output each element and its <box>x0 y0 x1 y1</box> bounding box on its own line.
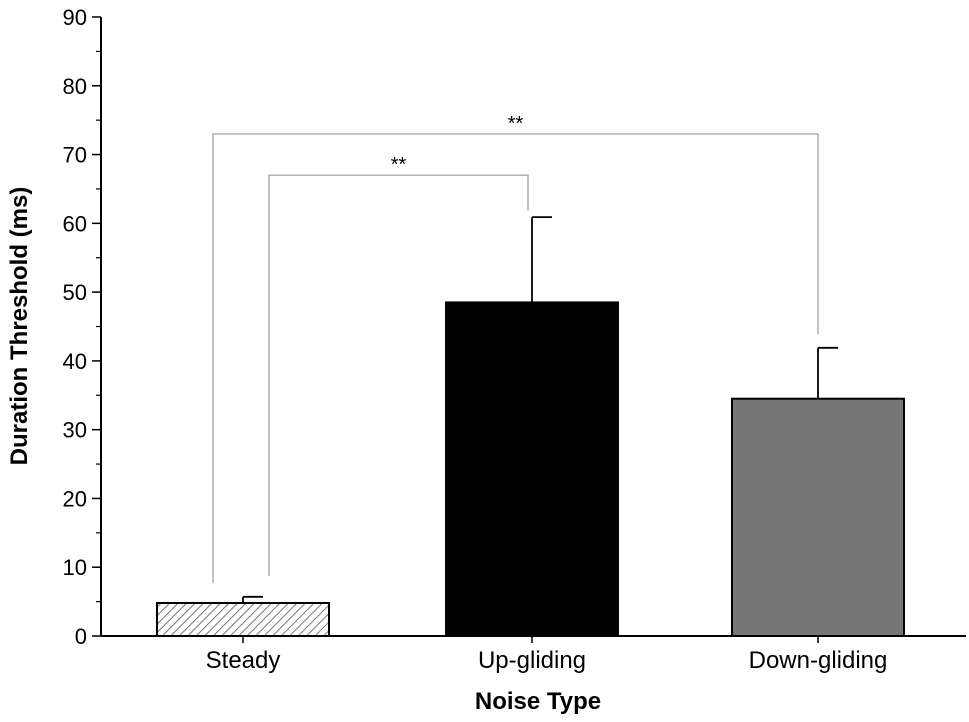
y-tick-label: 60 <box>63 211 87 236</box>
y-tick-label: 90 <box>63 5 87 30</box>
x-tick-label: Up-gliding <box>478 647 586 674</box>
x-tick-label: Steady <box>206 647 281 674</box>
significance-bracket <box>212 133 819 584</box>
significance-label: ** <box>391 154 407 176</box>
significance-label: ** <box>508 113 524 135</box>
y-tick-label: 10 <box>63 555 87 580</box>
significance-bracket <box>268 174 529 577</box>
y-tick-label: 50 <box>63 280 87 305</box>
y-tick-label: 20 <box>63 486 87 511</box>
y-tick-label: 70 <box>63 143 87 168</box>
bar <box>731 397 905 638</box>
y-tick-label: 80 <box>63 74 87 99</box>
y-tick-label: 40 <box>63 349 87 374</box>
y-tick-label: 30 <box>63 418 87 443</box>
x-axis-title: Noise Type <box>475 688 601 715</box>
bar <box>445 301 619 637</box>
y-tick-label: 0 <box>75 624 87 649</box>
x-tick-label: Down-gliding <box>749 647 888 674</box>
y-axis-title: Duration Threshold (ms) <box>6 187 33 466</box>
bar <box>156 601 330 638</box>
